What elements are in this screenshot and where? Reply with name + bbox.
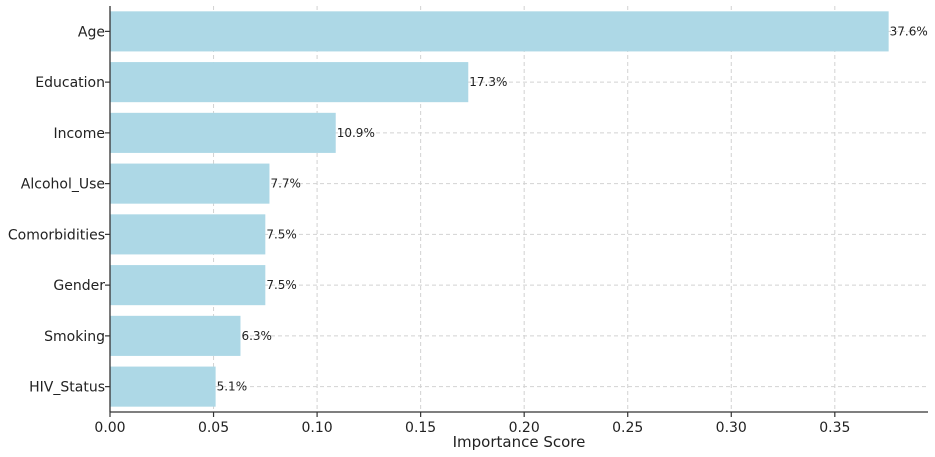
category-label: Age — [78, 24, 105, 40]
x-tick-label: 0.25 — [612, 420, 643, 436]
axis-layer — [109, 6, 928, 413]
category-label: Education — [35, 75, 105, 91]
category-label: Gender — [53, 278, 105, 294]
data-label: 5.1% — [217, 380, 248, 394]
data-label: 7.5% — [266, 227, 297, 241]
x-axis-title: Importance Score — [453, 433, 586, 451]
data-label: 10.9% — [337, 126, 375, 140]
data-label: 7.5% — [266, 278, 297, 292]
bar-education — [110, 62, 469, 103]
data-label: 6.3% — [241, 329, 272, 343]
bar-age — [110, 11, 889, 52]
bar-hiv-status — [110, 366, 216, 407]
x-tick-label: 0.05 — [198, 420, 229, 436]
bar-layer — [110, 11, 889, 407]
label-layer: 0.00 0.05 0.10 0.15 0.20 0.25 0.30 0.35 Age 37.6%… — [8, 24, 928, 436]
data-label: 37.6% — [890, 24, 928, 38]
x-tick-label: 0.15 — [405, 420, 436, 436]
category-label: Income — [53, 126, 105, 142]
bar-gender — [110, 265, 266, 306]
category-label: Smoking — [44, 329, 105, 345]
category-label: Alcohol_Use — [21, 177, 105, 193]
bar-smoking — [110, 315, 241, 356]
bar-alcohol-use — [110, 163, 270, 204]
bar-income — [110, 112, 336, 153]
data-label: 7.7% — [270, 177, 301, 191]
data-label: 17.3% — [469, 75, 507, 89]
x-tick-label: 0.35 — [819, 420, 850, 436]
x-tick-label: 0.10 — [302, 420, 333, 436]
category-label: Comorbidities — [8, 227, 105, 243]
x-tick-label: 0.30 — [716, 420, 747, 436]
x-tick-label: 0.20 — [509, 420, 540, 436]
bar-comorbidities — [110, 214, 266, 255]
category-label: HIV_Status — [29, 380, 105, 396]
x-tick-label: 0.00 — [94, 420, 125, 436]
